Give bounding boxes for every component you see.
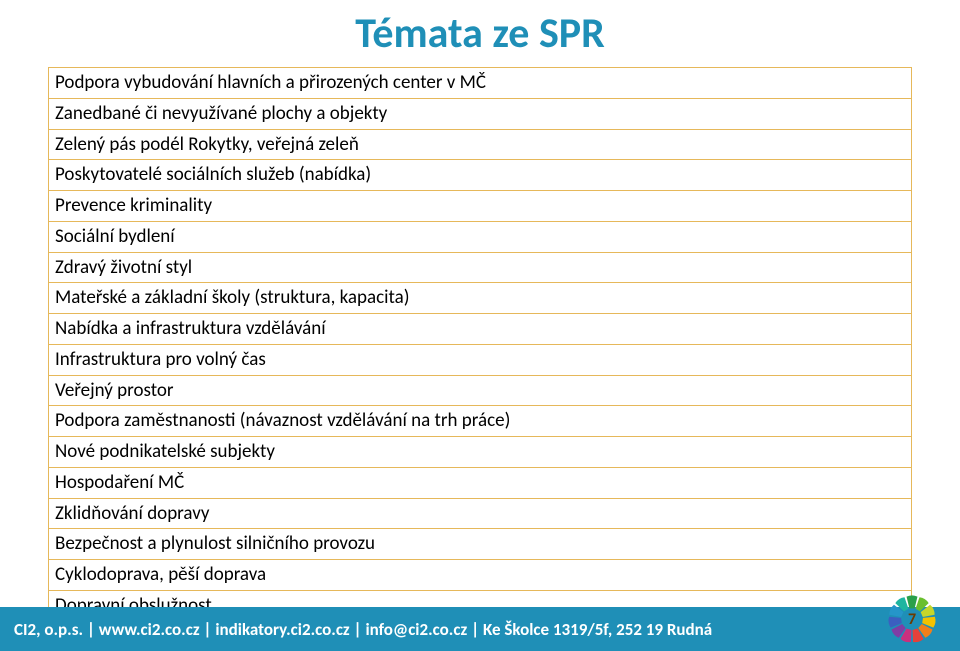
topic-cell: Podpora zaměstnanosti (návaznost vzděláv… bbox=[49, 406, 912, 437]
table-row: Nabídka a infrastruktura vzdělávání bbox=[49, 314, 912, 345]
topic-cell: Podpora vybudování hlavních a přirozenýc… bbox=[49, 68, 912, 99]
topic-cell: Mateřské a základní školy (struktura, ka… bbox=[49, 283, 912, 314]
table-row: Zanedbané či nevyužívané plochy a objekt… bbox=[49, 98, 912, 129]
topic-cell: Infrastruktura pro volný čas bbox=[49, 344, 912, 375]
topics-tbody: Podpora vybudování hlavních a přirozenýc… bbox=[49, 68, 912, 622]
topics-table-wrap: Podpora vybudování hlavních a přirozenýc… bbox=[0, 59, 960, 622]
table-row: Bezpečnost a plynulost silničního provoz… bbox=[49, 529, 912, 560]
table-row: Cyklodoprava, pěší doprava bbox=[49, 560, 912, 591]
topic-cell: Poskytovatelé sociálních služeb (nabídka… bbox=[49, 160, 912, 191]
table-row: Nové podnikatelské subjekty bbox=[49, 437, 912, 468]
topic-cell: Zdravý životní styl bbox=[49, 252, 912, 283]
slide: Témata ze SPR Podpora vybudování hlavníc… bbox=[0, 0, 960, 651]
table-row: Poskytovatelé sociálních služeb (nabídka… bbox=[49, 160, 912, 191]
page-badge: 7 bbox=[886, 593, 938, 645]
footer-bar: CI2, o.p.s. | www.ci2.co.cz | indikatory… bbox=[0, 607, 960, 651]
topic-cell: Veřejný prostor bbox=[49, 375, 912, 406]
topic-cell: Bezpečnost a plynulost silničního provoz… bbox=[49, 529, 912, 560]
table-row: Prevence kriminality bbox=[49, 191, 912, 222]
table-row: Podpora zaměstnanosti (návaznost vzděláv… bbox=[49, 406, 912, 437]
topic-cell: Zanedbané či nevyužívané plochy a objekt… bbox=[49, 98, 912, 129]
table-row: Veřejný prostor bbox=[49, 375, 912, 406]
table-row: Zklidňování dopravy bbox=[49, 498, 912, 529]
title-row: Témata ze SPR bbox=[0, 0, 960, 59]
topic-cell: Cyklodoprava, pěší doprava bbox=[49, 560, 912, 591]
topic-cell: Zelený pás podél Rokytky, veřejná zeleň bbox=[49, 129, 912, 160]
table-row: Zelený pás podél Rokytky, veřejná zeleň bbox=[49, 129, 912, 160]
page-title: Témata ze SPR bbox=[355, 8, 605, 59]
table-row: Sociální bydlení bbox=[49, 221, 912, 252]
topic-cell: Prevence kriminality bbox=[49, 191, 912, 222]
topic-cell: Nabídka a infrastruktura vzdělávání bbox=[49, 314, 912, 345]
topic-cell: Hospodaření MČ bbox=[49, 467, 912, 498]
table-row: Podpora vybudování hlavních a přirozenýc… bbox=[49, 68, 912, 99]
table-row: Infrastruktura pro volný čas bbox=[49, 344, 912, 375]
table-row: Hospodaření MČ bbox=[49, 467, 912, 498]
table-row: Zdravý životní styl bbox=[49, 252, 912, 283]
topic-cell: Zklidňování dopravy bbox=[49, 498, 912, 529]
page-number: 7 bbox=[908, 610, 916, 629]
topic-cell: Nové podnikatelské subjekty bbox=[49, 437, 912, 468]
topics-table: Podpora vybudování hlavních a přirozenýc… bbox=[48, 67, 912, 622]
table-row: Mateřské a základní školy (struktura, ka… bbox=[49, 283, 912, 314]
topic-cell: Sociální bydlení bbox=[49, 221, 912, 252]
footer-text: CI2, o.p.s. | www.ci2.co.cz | indikatory… bbox=[14, 619, 712, 640]
